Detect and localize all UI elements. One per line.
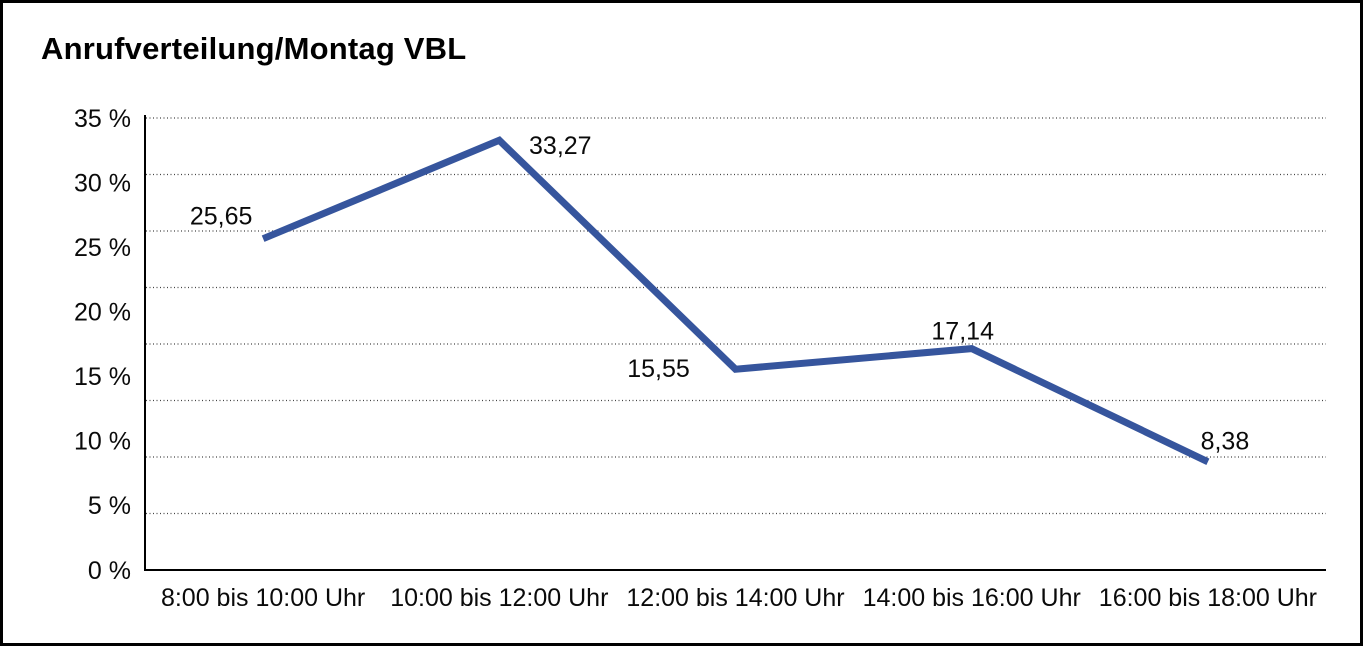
y-tick-label: 0 % bbox=[88, 557, 131, 585]
axes bbox=[144, 115, 1326, 571]
y-tick-label: 20 % bbox=[74, 298, 131, 326]
y-tick-label: 30 % bbox=[74, 169, 131, 197]
x-category-label: 10:00 bis 12:00 Uhr bbox=[390, 584, 608, 612]
data-point-label: 17,14 bbox=[931, 317, 994, 345]
x-axis-category-labels: 8:00 bis 10:00 Uhr 10:00 bis 12:00 Uhr 12:… bbox=[161, 584, 1317, 612]
data-point-labels: 25,65 33,27 15,55 17,14 8,38 bbox=[190, 132, 1249, 455]
chart-title: Anrufverteilung/Montag VBL bbox=[41, 31, 467, 66]
x-category-label: 8:00 bis 10:00 Uhr bbox=[161, 584, 365, 612]
y-tick-label: 5 % bbox=[88, 492, 131, 520]
y-tick-label: 10 % bbox=[74, 428, 131, 456]
data-point-label: 8,38 bbox=[1201, 428, 1250, 456]
y-tick-label: 25 % bbox=[74, 234, 131, 262]
data-point-label: 33,27 bbox=[529, 132, 592, 160]
x-category-label: 16:00 bis 18:00 Uhr bbox=[1099, 584, 1317, 612]
line-chart: 35 % 30 % 25 % 20 % 15 % 10 % 5 % 0 % 8:00 bis … bbox=[74, 105, 1326, 612]
data-point-label: 15,55 bbox=[627, 355, 690, 383]
data-point-label: 25,65 bbox=[190, 202, 253, 230]
gridlines bbox=[146, 117, 1326, 515]
y-tick-label: 35 % bbox=[74, 105, 131, 133]
y-axis-tick-labels: 35 % 30 % 25 % 20 % 15 % 10 % 5 % 0 % bbox=[74, 105, 131, 585]
x-category-label: 12:00 bis 14:00 Uhr bbox=[626, 584, 844, 612]
data-line bbox=[261, 136, 1210, 465]
x-category-label: 14:00 bis 16:00 Uhr bbox=[863, 584, 1081, 612]
y-tick-label: 15 % bbox=[74, 363, 131, 391]
